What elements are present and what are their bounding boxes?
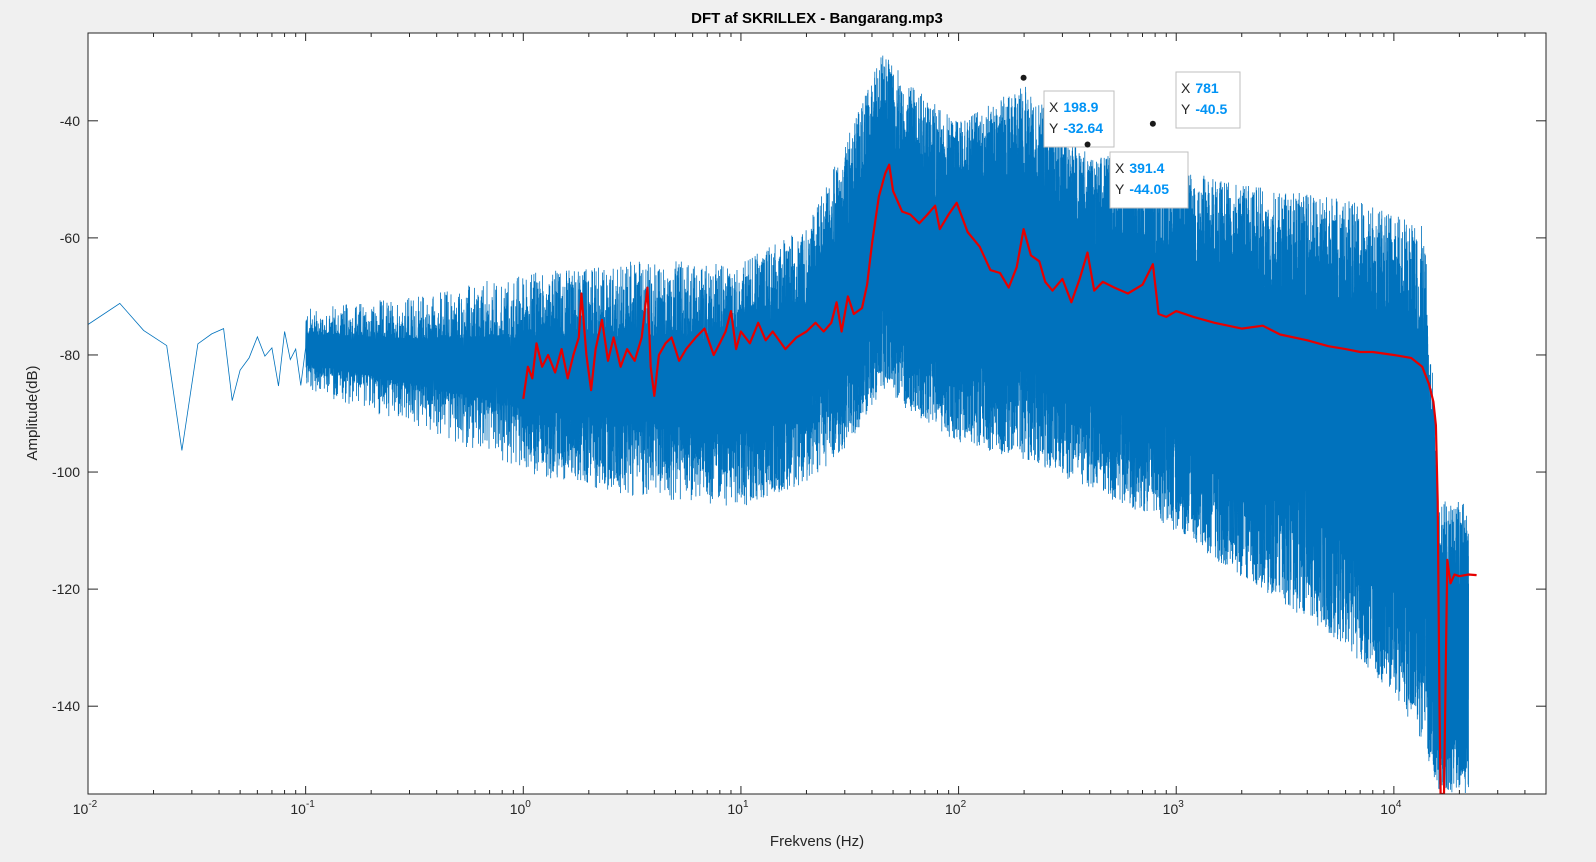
x-tick-label: 101 <box>727 799 749 817</box>
datatip-x-row: X 781 <box>1181 80 1219 96</box>
x-tick-exponent: 2 <box>961 799 967 810</box>
datatip-y-row: Y -32.64 <box>1049 120 1103 136</box>
x-tick-label: 100 <box>510 799 532 817</box>
datatip-marker[interactable] <box>1149 120 1156 127</box>
x-tick-exponent: -1 <box>306 799 315 810</box>
x-tick-base: 10 <box>727 801 743 817</box>
x-tick-base: 10 <box>1163 801 1179 817</box>
datatip-box <box>1175 71 1241 129</box>
x-tick-base: 10 <box>73 801 89 817</box>
datatip-x-label: X <box>1115 160 1125 176</box>
y-tick-label: -140 <box>52 698 80 714</box>
y-tick-label: -100 <box>52 464 80 480</box>
datatip-y-label: Y <box>1181 101 1191 117</box>
y-tick-label: -80 <box>60 347 80 363</box>
datatip-y-label: Y <box>1115 181 1125 197</box>
y-tick-label: -120 <box>52 581 80 597</box>
x-tick-exponent: 3 <box>1178 799 1184 810</box>
datatip[interactable]: X 391.4Y -44.05 <box>1084 141 1189 209</box>
y-tick-label: -60 <box>60 230 80 246</box>
datatip-x-label: X <box>1049 99 1059 115</box>
x-tick-base: 10 <box>1380 801 1396 817</box>
datatip-y-value: -40.5 <box>1195 101 1227 117</box>
datatip-x-value: 781 <box>1195 80 1219 96</box>
x-tick-base: 10 <box>510 801 526 817</box>
datatip-y-row: Y -44.05 <box>1115 181 1169 197</box>
x-tick-label: 102 <box>945 799 967 817</box>
datatip-marker[interactable] <box>1084 141 1091 148</box>
x-tick-base: 10 <box>290 801 306 817</box>
x-tick-exponent: 1 <box>743 799 749 810</box>
datatip-y-row: Y -40.5 <box>1181 101 1227 117</box>
x-axis-label: Frekvens (Hz) <box>770 833 864 850</box>
y-tick-label: -40 <box>60 113 80 129</box>
datatip[interactable]: X 198.9Y -32.64 <box>1020 74 1115 148</box>
datatip-y-value: -32.64 <box>1063 120 1103 136</box>
datatip-x-row: X 391.4 <box>1115 160 1165 176</box>
plot-layer <box>88 55 1477 794</box>
datatip-y-label: Y <box>1049 120 1059 136</box>
x-tick-label: 10-1 <box>290 799 315 817</box>
x-tick-exponent: -2 <box>88 799 97 810</box>
y-axis-label: Amplitude(dB) <box>24 365 41 460</box>
x-tick-label: 104 <box>1380 799 1402 817</box>
spectrum-line <box>88 55 1469 794</box>
chart-title: DFT af SKRILLEX - Bangarang.mp3 <box>691 10 943 27</box>
x-tick-label: 103 <box>1163 799 1185 817</box>
datatip-x-value: 198.9 <box>1063 99 1098 115</box>
plot-frame <box>87 32 1547 795</box>
x-tick-label: 10-2 <box>73 799 98 817</box>
ticks-layer: 10-2 10-1 100 101 102 103 104-40-60-80-100-120… <box>52 33 1547 817</box>
datatip-x-label: X <box>1181 80 1191 96</box>
datatip-x-row: X 198.9 <box>1049 99 1099 115</box>
datatip-box <box>1109 151 1189 209</box>
datatip-x-value: 391.4 <box>1129 160 1164 176</box>
datatip-marker[interactable] <box>1020 74 1027 81</box>
datatip-box <box>1043 90 1115 148</box>
datatip-y-value: -44.05 <box>1129 181 1169 197</box>
smoothed-spectrum-line <box>522 163 1477 794</box>
x-tick-base: 10 <box>945 801 961 817</box>
x-tick-exponent: 0 <box>525 799 531 810</box>
x-tick-exponent: 4 <box>1396 799 1402 810</box>
